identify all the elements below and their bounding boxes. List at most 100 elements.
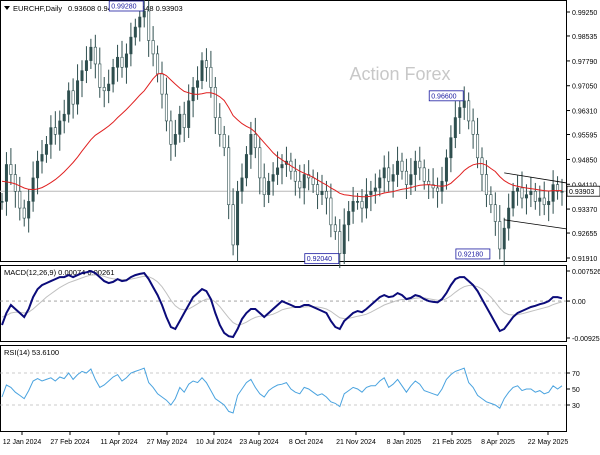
candle-body bbox=[236, 191, 240, 246]
candle-body bbox=[302, 174, 306, 189]
instrument-label: EURCHF,Daily bbox=[13, 4, 62, 13]
candle-body bbox=[218, 117, 222, 135]
candle-body bbox=[364, 194, 368, 209]
candle-body bbox=[133, 26, 137, 38]
x-tick-label: 23 Aug 2024 bbox=[239, 439, 278, 446]
rsi-panel-frame bbox=[0, 345, 567, 432]
candle-body bbox=[156, 53, 160, 75]
candle-body bbox=[413, 160, 417, 175]
macd-label: MACD(12,26,9) 0.00074 0.00261 bbox=[4, 268, 115, 277]
macd-panel-frame bbox=[0, 265, 567, 342]
price-annotation-box bbox=[455, 248, 491, 260]
candle-body bbox=[520, 187, 524, 199]
candle-body bbox=[360, 201, 364, 209]
price-annotation-label: 0.96600 bbox=[431, 93, 456, 100]
main-y-tick-label: 0.94850 bbox=[572, 157, 597, 164]
candle-body bbox=[164, 93, 168, 122]
candle-body bbox=[271, 174, 275, 182]
candle-body bbox=[160, 73, 164, 95]
candle-body bbox=[222, 134, 226, 149]
candle-body bbox=[458, 107, 462, 118]
channel-lower-line bbox=[504, 219, 567, 230]
candle-body bbox=[67, 90, 71, 115]
candle-body bbox=[253, 134, 257, 149]
candle-body bbox=[53, 127, 57, 135]
candle-body bbox=[116, 56, 120, 68]
candle-body bbox=[502, 227, 506, 250]
candle-body bbox=[84, 60, 88, 71]
watermark: Action Forex bbox=[349, 64, 450, 84]
x-axis: 12 Jan 2024 27 Feb 2024 11 Apr 2024 27 May … bbox=[3, 431, 568, 446]
candle-body bbox=[187, 100, 191, 128]
candle-body bbox=[44, 144, 48, 155]
candle-body bbox=[404, 170, 408, 185]
candle-body bbox=[431, 184, 435, 189]
candle-body bbox=[93, 46, 97, 65]
candle-body bbox=[138, 16, 142, 28]
macd-y-tick-label: -0.009252 bbox=[572, 336, 600, 343]
candle-body bbox=[378, 177, 382, 189]
x-tick-label: 11 Apr 2024 bbox=[100, 439, 137, 446]
main-y-tick-label: 0.91910 bbox=[572, 256, 597, 263]
collapse-triangle-icon[interactable] bbox=[4, 6, 10, 10]
x-tick-label: 8 Jan 2025 bbox=[387, 439, 422, 446]
candle-body bbox=[538, 197, 542, 202]
price-annotation-label: 0.92040 bbox=[307, 256, 332, 263]
candle-body bbox=[40, 154, 44, 162]
candle-body bbox=[462, 100, 466, 108]
candle-body bbox=[89, 46, 93, 61]
candle-body bbox=[240, 177, 244, 192]
candle-body bbox=[280, 164, 284, 169]
channel-upper-line bbox=[504, 172, 567, 184]
candle-body bbox=[498, 221, 502, 250]
candle-body bbox=[4, 164, 8, 202]
candle-body bbox=[124, 53, 128, 68]
macd-signal-line bbox=[1, 274, 563, 326]
price-annotation-box bbox=[428, 90, 464, 102]
candle-body bbox=[129, 36, 133, 55]
x-tick-label: 8 Oct 2024 bbox=[289, 439, 323, 446]
x-tick-label: 21 Feb 2025 bbox=[432, 439, 471, 446]
x-tick-label: 27 Feb 2024 bbox=[50, 439, 89, 446]
candle-body bbox=[427, 180, 431, 185]
candle-body bbox=[422, 167, 426, 182]
macd-plot: 0.007526 0.00 -0.009252 bbox=[0, 269, 600, 343]
candle-body bbox=[196, 80, 200, 88]
macd-line bbox=[1, 270, 563, 339]
rsi-y-tick-label: 50 bbox=[572, 387, 580, 394]
macd-y-tick-label: 0.007526 bbox=[572, 269, 600, 276]
candle-body bbox=[80, 70, 84, 82]
candle-body bbox=[102, 87, 106, 92]
candle-body bbox=[169, 120, 173, 145]
candle-body bbox=[49, 127, 53, 145]
candle-body bbox=[293, 170, 297, 182]
candle-body bbox=[551, 184, 555, 202]
main-y-tick-label: 0.96310 bbox=[572, 109, 597, 116]
candle-body bbox=[13, 174, 17, 192]
candle-body bbox=[0, 201, 4, 203]
candle-body bbox=[267, 180, 271, 195]
candle-body bbox=[329, 197, 333, 226]
main-y-tick-label: 0.95595 bbox=[572, 132, 597, 139]
candle-body bbox=[351, 201, 355, 212]
price-annotation-label: 0.92180 bbox=[458, 251, 483, 258]
candle-body bbox=[22, 207, 26, 219]
candle-body bbox=[391, 174, 395, 182]
price-annotation-label: 0.99280 bbox=[111, 3, 136, 10]
candle-body bbox=[111, 66, 115, 85]
candle-body bbox=[396, 160, 400, 175]
candle-body bbox=[276, 167, 280, 175]
candle-body bbox=[249, 134, 253, 155]
candle-body bbox=[120, 56, 124, 68]
candle-body bbox=[200, 60, 204, 82]
candle-body bbox=[58, 120, 62, 135]
candle-body bbox=[316, 184, 320, 195]
rsi-y-tick-label: 30 bbox=[572, 403, 580, 410]
main-y-tick-label: 0.97790 bbox=[572, 59, 597, 66]
candle-body bbox=[62, 113, 66, 122]
candle-body bbox=[182, 113, 186, 128]
main-panel-frame bbox=[0, 0, 567, 262]
x-tick-label: 27 May 2024 bbox=[147, 439, 188, 446]
x-tick-label: 8 Apr 2025 bbox=[481, 439, 515, 446]
main-y-tick-label: 0.97050 bbox=[572, 84, 597, 91]
